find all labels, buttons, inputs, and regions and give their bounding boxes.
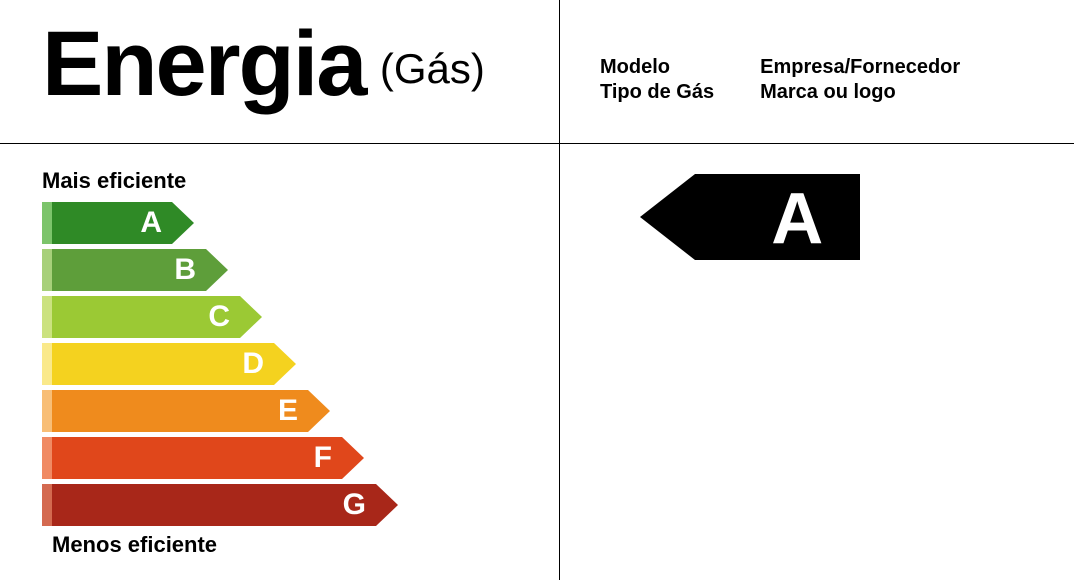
bar-arrow-tip [206, 249, 228, 291]
bar-body: C [52, 296, 240, 338]
efficiency-bar-e: E [42, 390, 398, 432]
efficiency-bar-b: B [42, 249, 398, 291]
bar-arrow-tip [342, 437, 364, 479]
bar-body: E [52, 390, 308, 432]
rating-cell: A [560, 144, 1074, 580]
bar-body: B [52, 249, 206, 291]
bar-body: G [52, 484, 376, 526]
bar-body: D [52, 343, 274, 385]
title-block: Energia (Gás) [42, 18, 485, 110]
energy-label: Energia (Gás) Modelo Tipo de Gás Empresa… [0, 0, 1074, 580]
meta-company: Empresa/Fornecedor [760, 56, 960, 79]
efficiency-bar-f: F [42, 437, 398, 479]
bar-body: F [52, 437, 342, 479]
bar-tab [42, 343, 52, 385]
meta-cell: Modelo Tipo de Gás Empresa/Fornecedor Ma… [560, 0, 1074, 144]
bar-arrow-tip [240, 296, 262, 338]
bar-tab [42, 296, 52, 338]
efficiency-bar-d: D [42, 343, 398, 385]
bar-body: A [52, 202, 172, 244]
bar-tab [42, 249, 52, 291]
title-main: Energia [42, 13, 365, 115]
bar-tab [42, 390, 52, 432]
meta-col-1: Modelo Tipo de Gás [600, 56, 714, 104]
title-sub: (Gás) [380, 45, 485, 92]
rating-arrow: A [640, 174, 860, 260]
efficiency-bar-g: G [42, 484, 398, 526]
title-cell: Energia (Gás) [0, 0, 560, 144]
meta-model: Modelo [600, 56, 714, 79]
scale-cell: Mais eficiente ABCDEFG Menos eficiente [0, 144, 560, 580]
bar-tab [42, 437, 52, 479]
svg-text:A: A [771, 179, 823, 259]
rating-block: A [640, 174, 860, 260]
meta-block: Modelo Tipo de Gás Empresa/Fornecedor Ma… [600, 56, 960, 104]
efficiency-bar-a: A [42, 202, 398, 244]
caption-bottom: Menos eficiente [52, 532, 398, 558]
scale-block: Mais eficiente ABCDEFG Menos eficiente [42, 168, 398, 558]
efficiency-bars: ABCDEFG [42, 202, 398, 526]
meta-brand: Marca ou logo [760, 81, 960, 104]
bar-arrow-tip [308, 390, 330, 432]
efficiency-bar-c: C [42, 296, 398, 338]
bar-tab [42, 484, 52, 526]
meta-col-2: Empresa/Fornecedor Marca ou logo [760, 56, 960, 104]
bar-arrow-tip [376, 484, 398, 526]
meta-gas-type: Tipo de Gás [600, 81, 714, 104]
bar-arrow-tip [172, 202, 194, 244]
bar-tab [42, 202, 52, 244]
caption-top: Mais eficiente [42, 168, 398, 194]
bar-arrow-tip [274, 343, 296, 385]
